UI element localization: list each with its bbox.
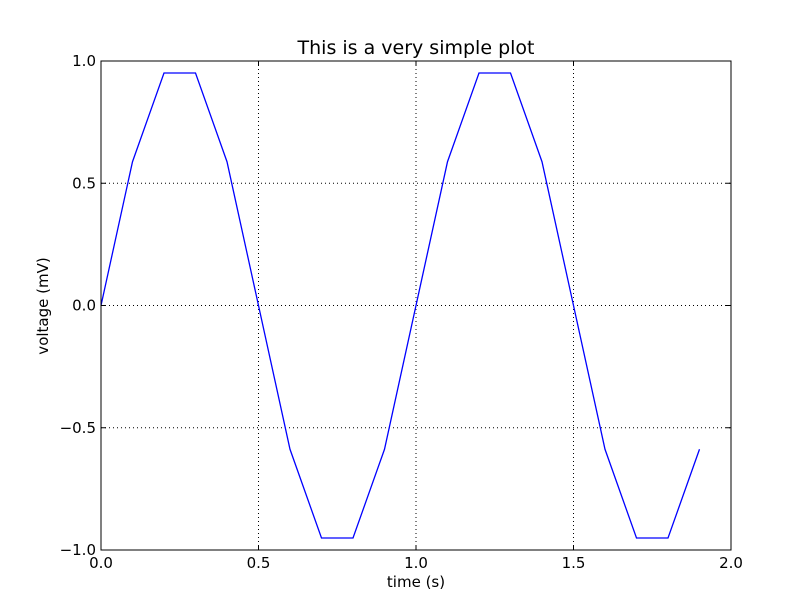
x-axis-label: time (s)	[387, 573, 445, 591]
series-layer	[100, 72, 701, 539]
x-tick-label-2: 1.0	[404, 554, 428, 572]
y-tick-label-4: 1.0	[72, 52, 96, 70]
x-tick-label-3: 1.5	[562, 554, 586, 572]
x-tick-label-1: 0.5	[247, 554, 271, 572]
ticks	[100, 60, 732, 551]
chart-title: This is a very simple plot	[297, 37, 535, 59]
y-tick-label-2: 0.0	[72, 297, 96, 315]
x-tick-label-0: 0.0	[89, 554, 113, 572]
y-tick-label-3: 0.5	[72, 174, 96, 192]
y-tick-label-0: −1.0	[60, 541, 96, 559]
tick-labels: 0.0 0.5 1.0 1.5 2.0 −1.0 −0.5 0.0 0.5 1.0	[60, 52, 743, 572]
series-line-0	[100, 72, 701, 539]
y-axis-label: voltage (mV)	[34, 257, 52, 354]
x-tick-label-4: 2.0	[719, 554, 743, 572]
y-tick-label-1: −0.5	[60, 419, 96, 437]
